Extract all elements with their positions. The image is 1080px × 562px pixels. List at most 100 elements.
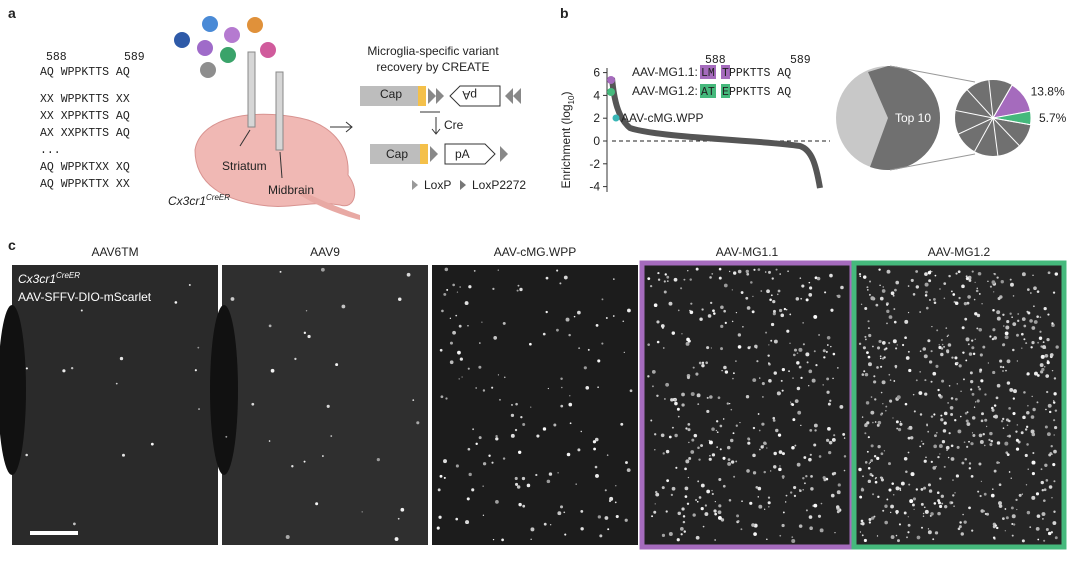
cell (1044, 353, 1049, 358)
cell (965, 277, 969, 281)
cell (843, 455, 847, 458)
cell (307, 334, 311, 339)
cell (746, 306, 751, 310)
cell (1004, 331, 1009, 336)
cell (766, 447, 768, 449)
cell (661, 326, 664, 329)
cell (927, 528, 930, 530)
cell (950, 501, 954, 504)
cell (941, 502, 944, 505)
cell (773, 465, 777, 469)
cell (1002, 427, 1005, 429)
cell (966, 301, 970, 305)
cell (1036, 290, 1040, 293)
cell (1036, 514, 1041, 518)
cell (995, 396, 999, 400)
cell (950, 457, 955, 461)
cell (926, 424, 928, 427)
cell (858, 273, 862, 276)
cell (1023, 391, 1026, 394)
cell (824, 291, 827, 294)
cell (868, 293, 871, 296)
cell (701, 363, 705, 368)
cell (599, 534, 603, 538)
cell (1005, 325, 1010, 330)
cell (689, 310, 694, 315)
cell (708, 440, 713, 445)
cell (953, 505, 955, 508)
legend-label: LoxP2272 (472, 178, 526, 192)
cell (695, 535, 700, 540)
cell (794, 399, 799, 403)
cell (805, 509, 808, 512)
cell (1030, 346, 1033, 349)
cell (860, 519, 864, 523)
cell (530, 538, 532, 541)
cell (270, 368, 275, 373)
pie-divider (992, 117, 999, 156)
cell (892, 294, 895, 297)
cell (923, 459, 927, 463)
cell (986, 512, 989, 516)
cell (194, 369, 197, 372)
capsid (260, 42, 276, 58)
cell (909, 499, 914, 504)
cell (578, 347, 581, 350)
cell (859, 531, 862, 533)
cell (692, 513, 696, 517)
construct-after (370, 143, 508, 165)
cell (1030, 415, 1035, 419)
cell (971, 416, 976, 420)
cell (1022, 415, 1026, 420)
cell (700, 483, 705, 488)
cell (1048, 453, 1052, 457)
cell (861, 522, 865, 526)
cell (761, 422, 765, 426)
cell (771, 277, 774, 280)
cell (763, 441, 767, 445)
cell (25, 367, 28, 370)
cell (837, 483, 841, 487)
mouse-label: Cx3cr1CreER (168, 193, 230, 208)
cell (516, 289, 519, 292)
cell (797, 410, 802, 415)
cell (826, 336, 831, 340)
cell (747, 437, 750, 441)
cell (677, 511, 681, 516)
cell (1046, 360, 1050, 365)
cell (933, 444, 937, 449)
lox (505, 88, 521, 104)
cell (778, 308, 783, 313)
cell (983, 444, 986, 447)
column-label: AAV9 (310, 245, 340, 259)
cell (948, 384, 951, 387)
cell (898, 487, 902, 490)
lox (430, 146, 438, 162)
cell (595, 324, 599, 327)
cell (624, 518, 628, 522)
cell (1027, 311, 1031, 315)
cell (929, 299, 931, 301)
cell (1048, 410, 1052, 414)
cell (770, 294, 773, 297)
capsid (174, 32, 190, 48)
cell (464, 301, 469, 305)
cell (455, 517, 459, 521)
cell (970, 474, 974, 478)
connector (889, 153, 976, 171)
cell (697, 403, 700, 405)
cell (894, 288, 897, 292)
cell (1010, 506, 1014, 510)
cell (459, 357, 463, 361)
cell (1030, 292, 1032, 294)
cell (556, 328, 559, 332)
cell (886, 303, 889, 306)
cell (1035, 526, 1040, 531)
cell (965, 337, 970, 342)
sequence: PPKTTS AQ (729, 86, 791, 99)
cap-label: Cap (380, 87, 402, 101)
panel-label: a (8, 5, 16, 21)
cell (740, 291, 744, 294)
mouse-line: Cx3cr1 (168, 194, 206, 208)
cell (996, 276, 999, 279)
